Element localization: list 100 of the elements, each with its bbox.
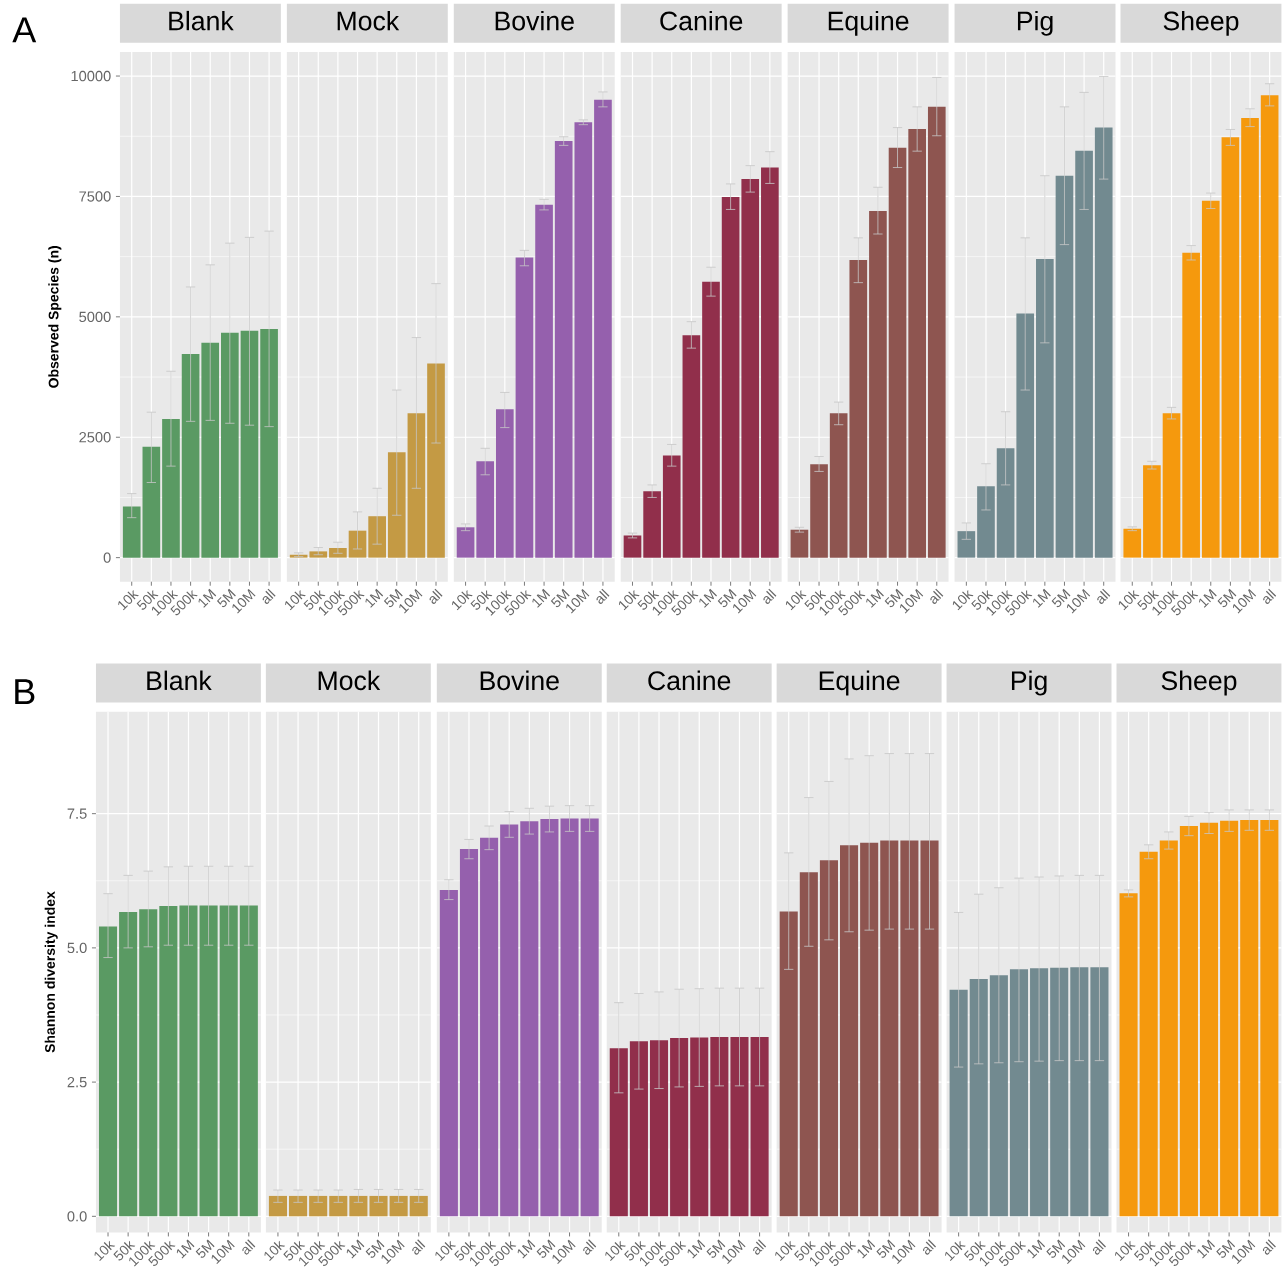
x-tick-label: 10k [605,1240,626,1261]
bar [181,353,200,558]
bar [996,448,1015,558]
x-tick-label: all [923,1239,937,1255]
chart-title: Equine [828,10,909,36]
bar [219,905,238,1217]
x-tick-label: 10k [775,1240,796,1261]
chart-title: Canine [648,670,731,690]
bar [1159,840,1178,1217]
chart-title: Mock [318,670,381,690]
bar [1179,825,1198,1217]
bar [927,106,946,558]
bar [439,889,458,1217]
bar [741,178,760,558]
x-tick-label: 10k [952,589,974,611]
y-tick-label: 7500 [79,191,111,202]
x-tick-label: 1M [687,1239,706,1259]
bar [1220,820,1239,1217]
chart-title: Canine [660,10,743,31]
bar [162,418,180,558]
bar [476,461,495,558]
bar [309,551,328,558]
chart-title: Blank [147,670,212,690]
bar [1055,175,1074,558]
bar [1240,819,1259,1217]
bar [1119,892,1138,1217]
bar [580,818,599,1217]
bar [159,905,178,1217]
x-tick-label: all [242,1239,256,1255]
bar [1199,822,1219,1217]
chart-title: Sheep [1163,10,1239,36]
bar [456,527,475,558]
bar [179,905,198,1217]
y-axis-title: Observed Species (n) [48,245,62,388]
bar [840,845,859,1217]
y-axis-title: Shannon diversity index [44,891,58,1053]
bar [515,257,534,558]
chart-title: Blank [169,10,234,31]
bar [819,860,838,1217]
x-tick-label: 1M [866,588,884,608]
x-tick-label: 1M [365,588,384,608]
bar [1123,528,1142,558]
y-tick-label: 5.0 [67,942,87,953]
chart-title: Bovine [495,10,574,31]
bar [1139,851,1158,1217]
bar [682,334,701,558]
bar [495,409,514,558]
x-tick-label: 1M [699,588,717,608]
bar [1201,200,1220,558]
x-tick-label: 1M [198,588,217,608]
bar [540,818,559,1217]
x-tick-label: 1M [517,1239,536,1259]
bar [201,342,220,558]
bar [500,824,519,1217]
bar [920,840,939,1217]
x-tick-label: 10k [1115,1240,1136,1261]
x-tick-label: all [596,588,610,604]
x-tick-label: 10k [1118,589,1140,611]
bar [761,167,779,558]
x-tick-label: all [930,588,944,604]
x-tick-label: 1M [532,588,551,608]
bar [1162,412,1181,558]
bar [790,529,809,558]
chart-title: Bovine [480,670,559,690]
bar [427,363,445,558]
x-tick-label: 10k [94,1240,116,1261]
bar [122,506,141,558]
chart-title: Sheep [1161,670,1237,696]
text: A [12,17,37,43]
x-tick-label: all [1092,1239,1106,1255]
bar [977,486,995,558]
bar [1016,313,1035,558]
bar [721,196,740,558]
x-tick-label: all [763,588,777,604]
x-tick-label: all [1097,588,1111,604]
chart-title: Pig [1011,670,1047,696]
bar [459,848,479,1217]
bar [260,328,278,558]
text: B [15,679,35,704]
bar [779,911,798,1217]
bar [860,842,879,1217]
x-tick-label: 1M [1027,1239,1046,1259]
x-tick-label: 10k [435,1240,457,1261]
y-tick-label: 10000 [71,70,111,82]
bar [239,905,258,1217]
bar [142,446,161,558]
x-tick-label: 1M [1033,588,1051,608]
x-tick-label: all [1262,1239,1276,1255]
x-tick-label: all [262,588,276,604]
chart-title: Mock [337,10,400,31]
x-tick-label: all [1263,588,1277,604]
x-tick-label: 1M [857,1239,876,1259]
bar [1143,464,1161,558]
bar [1260,95,1279,558]
bar [869,210,887,558]
bar [1241,117,1259,558]
bar [957,530,976,558]
y-tick-label: 5000 [79,311,111,322]
bar [1221,137,1240,558]
bar [1036,258,1054,558]
